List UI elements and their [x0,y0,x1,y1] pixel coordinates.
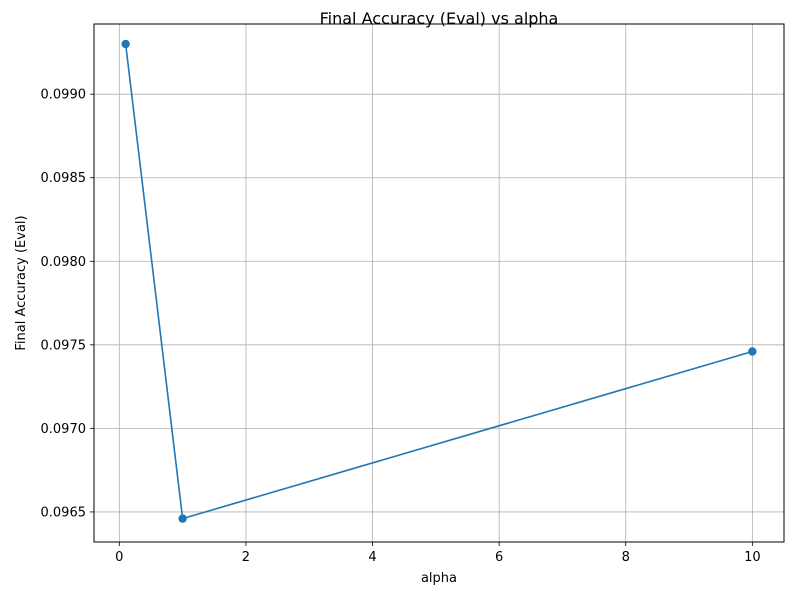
y-tick-label: 0.0975 [41,338,87,353]
y-axis-label: Final Accuracy (Eval) [14,215,29,350]
x-tick-label: 6 [495,550,503,565]
x-tick-label: 4 [368,550,376,565]
data-point [748,347,757,356]
y-axis-ticks: 0.0965 0.0970 0.0975 0.0980 0.0985 0.0990 [41,88,94,520]
grid-lines [94,24,784,542]
x-tick-label: 8 [622,550,630,565]
x-tick-label: 0 [115,550,123,565]
y-tick-label: 0.0990 [41,88,87,103]
y-tick-label: 0.0985 [41,171,87,186]
y-tick-label: 0.0970 [41,422,87,437]
y-tick-label: 0.0965 [41,505,87,520]
x-axis-ticks: 0 2 4 6 8 10 [115,542,761,565]
x-axis-label: alpha [421,571,457,586]
data-point [178,514,187,523]
x-tick-label: 2 [242,550,250,565]
plot-area-frame [93,23,785,543]
y-tick-label: 0.0980 [41,255,87,270]
data-point [121,39,130,49]
chart-title: Final Accuracy (Eval) vs alpha [320,9,559,28]
x-tick-label: 10 [744,550,761,565]
data-series [121,39,757,523]
